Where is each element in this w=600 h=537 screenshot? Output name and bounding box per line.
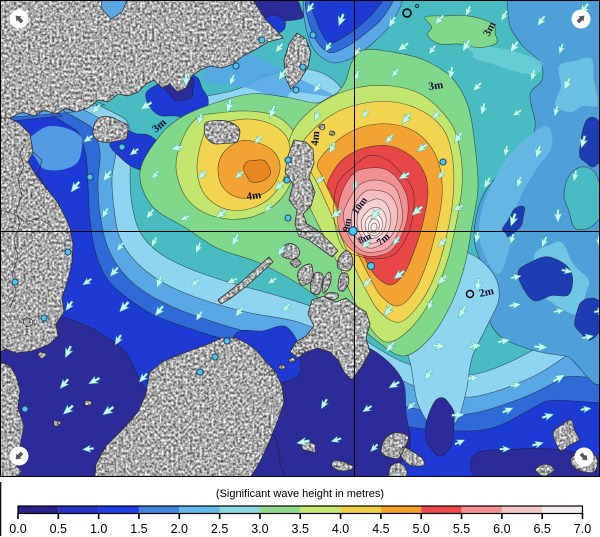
svg-text:9m: 9m xyxy=(341,217,354,233)
svg-text:6.5: 6.5 xyxy=(533,522,550,536)
svg-text:0.5: 0.5 xyxy=(50,522,67,536)
svg-text:8m: 8m xyxy=(357,231,374,247)
svg-text:2m: 2m xyxy=(478,285,495,300)
svg-text:7.0: 7.0 xyxy=(574,522,591,536)
svg-text:3.0: 3.0 xyxy=(251,522,268,536)
svg-text:5.5: 5.5 xyxy=(453,522,470,536)
svg-text:1.0: 1.0 xyxy=(90,522,107,536)
svg-text:4.5: 4.5 xyxy=(372,522,389,536)
svg-text:2.0: 2.0 xyxy=(171,522,188,536)
svg-text:4.0: 4.0 xyxy=(332,522,349,536)
svg-text:4m: 4m xyxy=(309,131,322,147)
svg-text:4m: 4m xyxy=(246,189,262,203)
svg-text:6.0: 6.0 xyxy=(493,522,510,536)
svg-text:3m: 3m xyxy=(428,79,444,93)
svg-text:3.5: 3.5 xyxy=(292,522,309,536)
svg-text:0.0: 0.0 xyxy=(9,522,26,536)
svg-text:(Significant wave height in me: (Significant wave height in metres) xyxy=(216,488,384,500)
svg-text:1.5: 1.5 xyxy=(130,522,147,536)
svg-text:2.5: 2.5 xyxy=(211,522,228,536)
svg-text:5.0: 5.0 xyxy=(413,522,430,536)
